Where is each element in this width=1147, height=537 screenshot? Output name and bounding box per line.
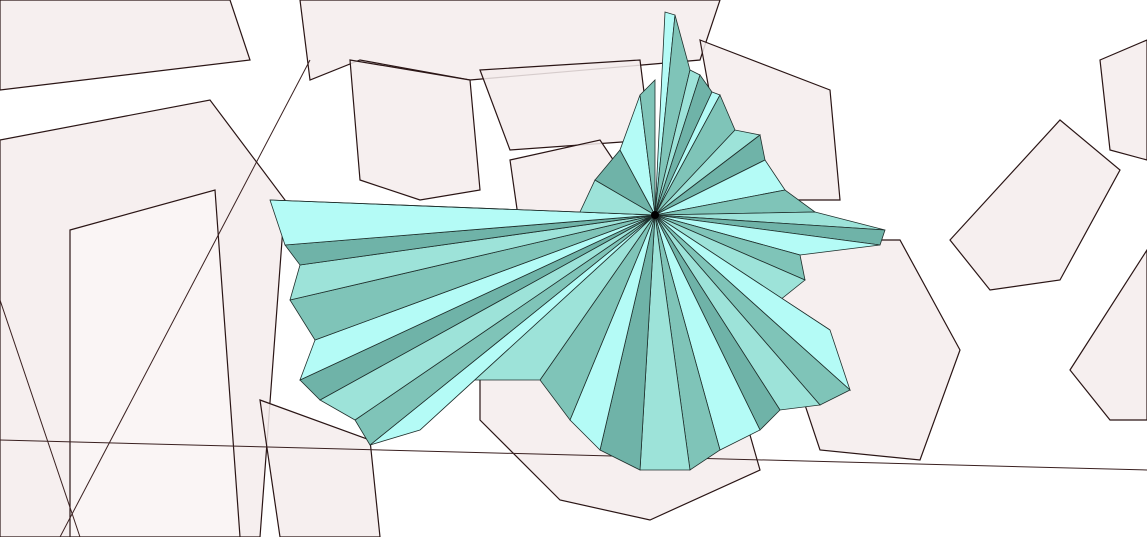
ground-line — [0, 299, 81, 537]
building — [349, 59, 481, 201]
building — [949, 119, 1121, 291]
building — [259, 399, 381, 537]
ground-line — [0, 439, 1147, 471]
fan-ray — [639, 79, 656, 216]
visibility-fan — [269, 11, 886, 471]
building — [1099, 39, 1147, 161]
building — [0, 0, 251, 91]
ground-line — [59, 59, 311, 537]
building — [69, 189, 241, 537]
viewpoint — [651, 211, 659, 219]
building — [1069, 248, 1147, 421]
